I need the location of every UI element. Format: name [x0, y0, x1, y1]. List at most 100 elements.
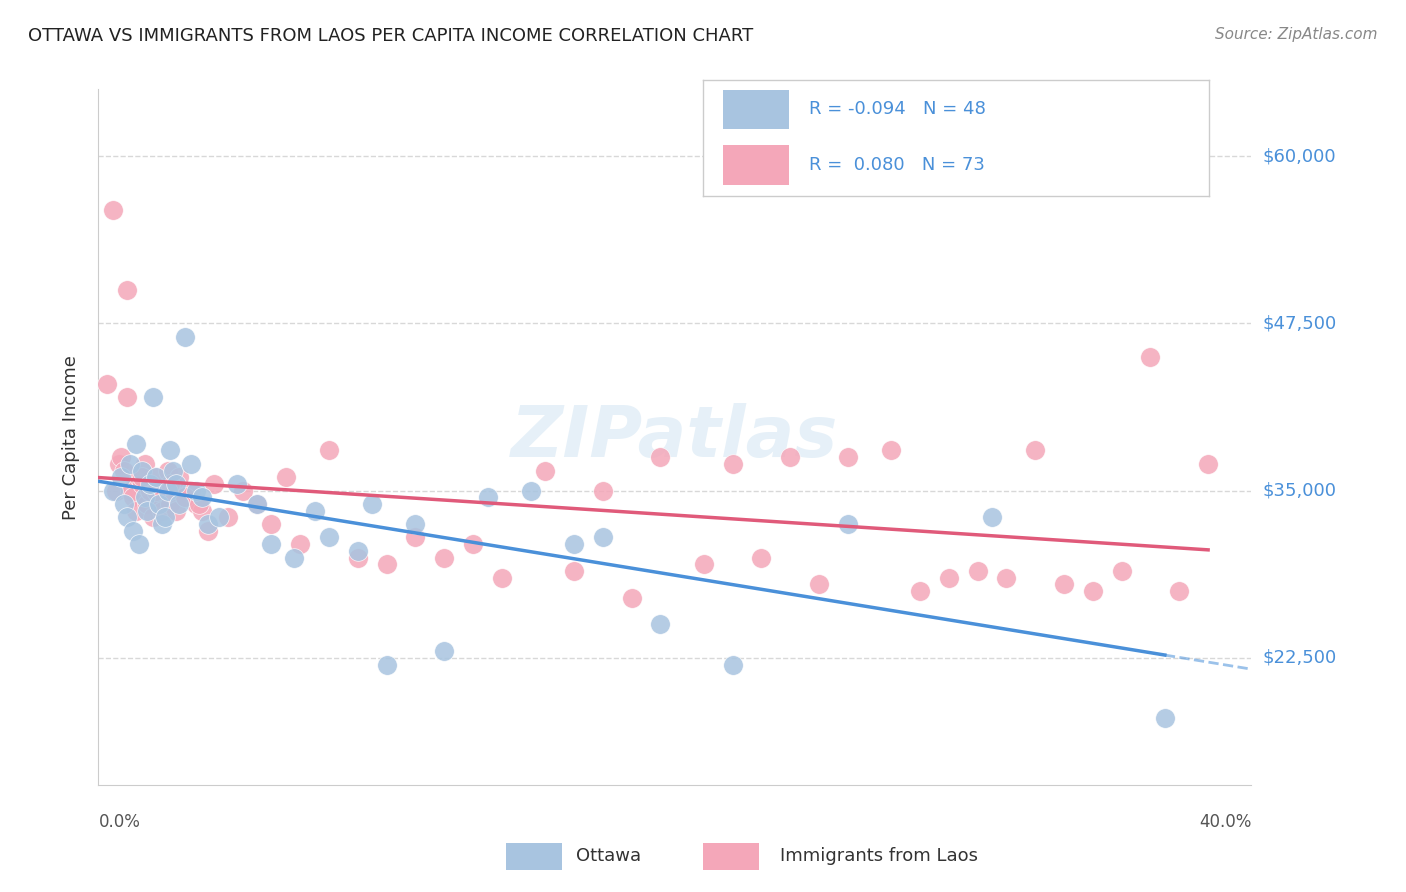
- Point: [159, 497, 181, 511]
- Text: 0.0%: 0.0%: [98, 813, 141, 830]
- Point: [134, 490, 156, 504]
- Point: [125, 436, 148, 450]
- Point: [128, 537, 150, 551]
- Y-axis label: Per Capita Income: Per Capita Income: [62, 355, 80, 519]
- Point: [145, 470, 167, 484]
- Point: [191, 503, 214, 517]
- Point: [966, 564, 988, 578]
- Point: [1139, 350, 1161, 364]
- Point: [174, 490, 197, 504]
- Point: [128, 470, 150, 484]
- Point: [134, 457, 156, 471]
- Point: [122, 490, 145, 504]
- FancyBboxPatch shape: [723, 145, 789, 185]
- Point: [995, 571, 1018, 585]
- Point: [562, 564, 585, 578]
- Point: [721, 657, 744, 672]
- Point: [304, 503, 326, 517]
- Text: Ottawa: Ottawa: [576, 847, 641, 865]
- Point: [165, 503, 187, 517]
- Point: [101, 483, 124, 498]
- Text: 40.0%: 40.0%: [1199, 813, 1251, 830]
- Point: [162, 476, 184, 491]
- Point: [1154, 711, 1177, 725]
- Point: [693, 557, 716, 571]
- Text: Immigrants from Laos: Immigrants from Laos: [780, 847, 979, 865]
- Point: [159, 443, 181, 458]
- Point: [837, 516, 859, 531]
- Point: [186, 497, 208, 511]
- Point: [148, 490, 170, 504]
- Point: [721, 457, 744, 471]
- Point: [136, 497, 159, 511]
- Point: [1111, 564, 1133, 578]
- Point: [650, 617, 672, 632]
- Point: [156, 463, 179, 477]
- Point: [779, 450, 801, 464]
- Point: [180, 483, 202, 498]
- Point: [145, 470, 167, 484]
- Text: OTTAWA VS IMMIGRANTS FROM LAOS PER CAPITA INCOME CORRELATION CHART: OTTAWA VS IMMIGRANTS FROM LAOS PER CAPIT…: [28, 27, 754, 45]
- Point: [150, 503, 173, 517]
- Point: [120, 483, 142, 498]
- Point: [837, 450, 859, 464]
- Point: [225, 476, 247, 491]
- Point: [117, 283, 139, 297]
- Point: [1168, 583, 1191, 598]
- Point: [104, 483, 127, 498]
- Point: [491, 571, 513, 585]
- Point: [167, 470, 190, 484]
- Point: [290, 537, 312, 551]
- Point: [520, 483, 543, 498]
- Point: [142, 510, 165, 524]
- Point: [117, 390, 139, 404]
- Point: [145, 483, 167, 498]
- Point: [361, 497, 384, 511]
- Point: [562, 537, 585, 551]
- Point: [167, 497, 190, 511]
- Point: [461, 537, 484, 551]
- Point: [131, 463, 153, 477]
- FancyBboxPatch shape: [723, 89, 789, 129]
- Point: [405, 530, 427, 544]
- Point: [318, 530, 340, 544]
- Point: [165, 476, 187, 491]
- Point: [125, 503, 148, 517]
- Text: R = -0.094   N = 48: R = -0.094 N = 48: [810, 100, 986, 119]
- Point: [274, 470, 297, 484]
- Point: [283, 550, 305, 565]
- Point: [162, 463, 184, 477]
- Point: [1081, 583, 1104, 598]
- Point: [142, 390, 165, 404]
- Text: $22,500: $22,500: [1263, 648, 1337, 667]
- Point: [202, 476, 225, 491]
- Point: [405, 516, 427, 531]
- Point: [101, 202, 124, 217]
- Point: [139, 476, 162, 491]
- Point: [153, 483, 176, 498]
- Point: [112, 463, 135, 477]
- Point: [808, 577, 831, 591]
- Point: [751, 550, 773, 565]
- Point: [433, 644, 456, 658]
- Point: [188, 497, 211, 511]
- Text: $47,500: $47,500: [1263, 314, 1337, 333]
- Text: ZIPatlas: ZIPatlas: [512, 402, 838, 472]
- Point: [246, 497, 269, 511]
- Point: [107, 457, 129, 471]
- Text: R =  0.080   N = 73: R = 0.080 N = 73: [810, 156, 986, 174]
- Point: [346, 550, 368, 565]
- Point: [174, 490, 197, 504]
- Point: [620, 591, 643, 605]
- Point: [433, 550, 456, 565]
- Point: [180, 457, 202, 471]
- Text: Source: ZipAtlas.com: Source: ZipAtlas.com: [1215, 27, 1378, 42]
- Text: $60,000: $60,000: [1263, 147, 1337, 165]
- Point: [534, 463, 557, 477]
- Point: [477, 490, 499, 504]
- Point: [908, 583, 931, 598]
- Point: [217, 510, 239, 524]
- Point: [156, 483, 179, 498]
- Point: [981, 510, 1004, 524]
- Point: [375, 557, 398, 571]
